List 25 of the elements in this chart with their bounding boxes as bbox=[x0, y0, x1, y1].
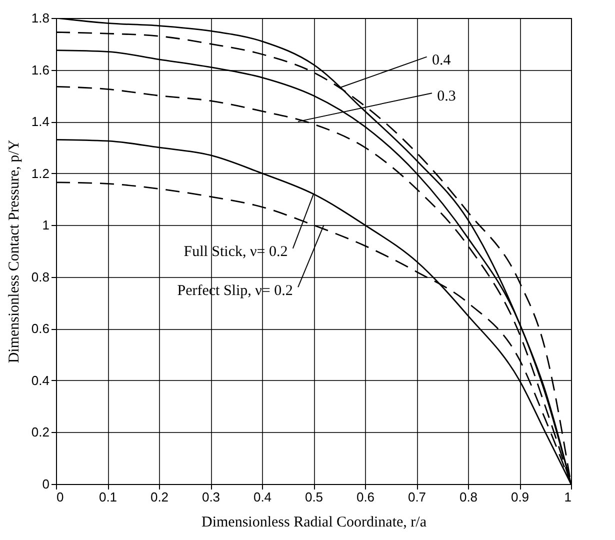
y-tick-label: 0.2 bbox=[31, 424, 50, 440]
y-tick-label: 1 bbox=[42, 218, 50, 233]
x-tick-label: 0.6 bbox=[356, 490, 375, 504]
x-tick-label: 0.4 bbox=[253, 490, 272, 504]
y-tick-label: 0.6 bbox=[31, 321, 50, 336]
x-tick-label: 0.2 bbox=[150, 490, 169, 504]
y-tick-label: 1.4 bbox=[31, 114, 50, 130]
y-tick-label: 1.8 bbox=[31, 10, 50, 26]
x-tick-label: 0.3 bbox=[202, 490, 220, 504]
x-tick-label: 1 bbox=[564, 490, 572, 504]
y-axis-title: Dimensionless Contact Pressure, p/Y bbox=[6, 140, 22, 364]
y-tick-label: 1.6 bbox=[31, 62, 50, 78]
y-tick-label: 0.4 bbox=[31, 372, 50, 388]
annotation: 0.3 bbox=[437, 88, 456, 105]
annotation: 0.4 bbox=[432, 52, 452, 68]
y-tick-label: 0.8 bbox=[31, 269, 50, 284]
x-tick-label: 0.8 bbox=[459, 490, 478, 504]
x-tick-label: 0.5 bbox=[304, 490, 324, 504]
x-tick-label: 0.9 bbox=[510, 490, 530, 504]
x-tick-label: 0.1 bbox=[98, 490, 118, 504]
x-tick-label: 0 bbox=[56, 490, 64, 504]
x-tick-label: 0.7 bbox=[408, 490, 426, 504]
x-axis-title: Dimensionless Radial Coordinate, r/a bbox=[202, 514, 427, 530]
y-tick-label: 0 bbox=[42, 476, 50, 492]
y-tick-label: 1.2 bbox=[31, 166, 50, 181]
